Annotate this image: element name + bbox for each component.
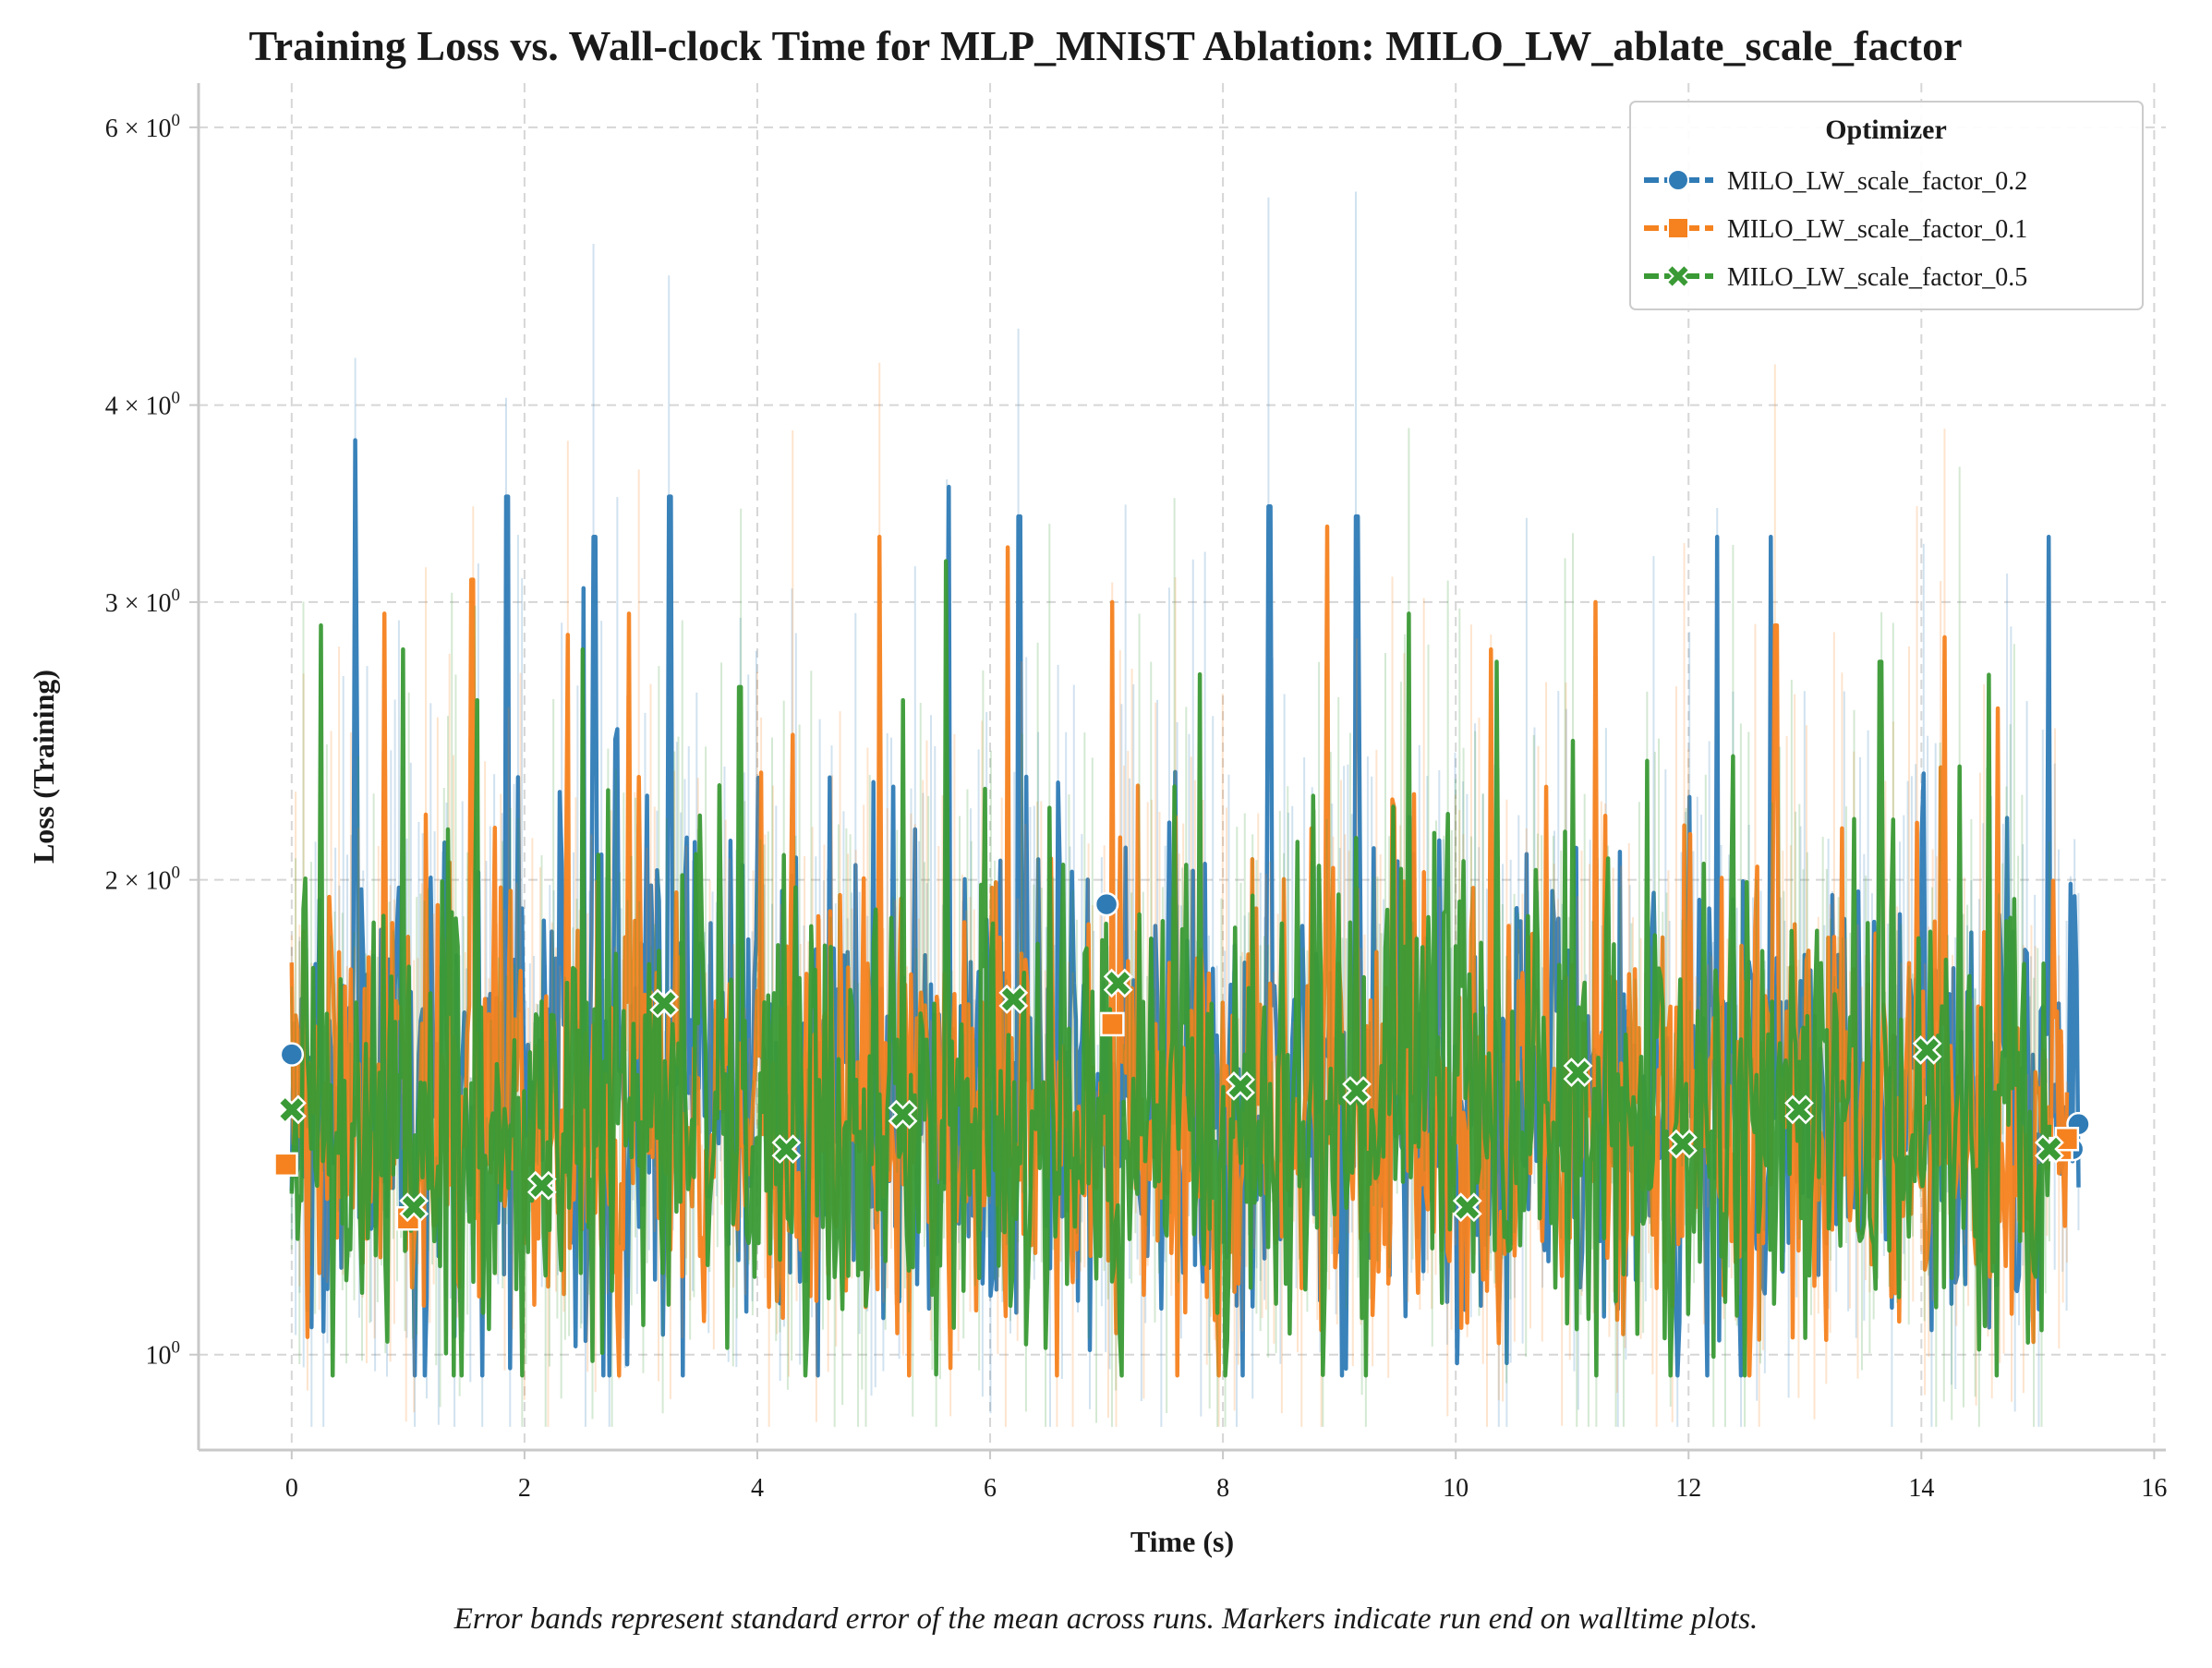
legend-marker-circle — [1667, 169, 1689, 191]
end-marker-x — [998, 985, 1029, 1014]
y-tick-label: 6 × 100 — [105, 111, 180, 143]
end-marker-square — [1100, 1011, 1125, 1037]
x-tick-label: 0 — [285, 1474, 298, 1503]
end-marker-x — [1342, 1076, 1372, 1106]
y-ticks: 100 2 × 100 3 × 100 4 × 100 6 × 100 — [105, 111, 199, 1371]
x-tick-label: 12 — [1675, 1474, 1701, 1503]
axes — [197, 83, 2166, 1452]
x-axis-label: Time (s) — [1130, 1525, 1234, 1558]
x-tick-label: 16 — [2141, 1474, 2167, 1503]
end-marker-x — [526, 1170, 557, 1201]
y-tick-label: 100 — [146, 1338, 181, 1371]
end-marker-x — [1912, 1035, 1942, 1065]
chart-title: Training Loss vs. Wall-clock Time for ML… — [249, 22, 1963, 69]
y-axis-label: Loss (Training) — [27, 670, 60, 864]
x-tick-label: 10 — [1443, 1474, 1469, 1503]
end-marker-x — [1103, 968, 1133, 998]
legend: Optimizer MILO_LW_scale_factor_0.2 MILO_L… — [1629, 101, 2144, 310]
x-tick-label: 8 — [1216, 1474, 1229, 1503]
figure-caption: Error bands represent standard error of … — [453, 1602, 1759, 1636]
end-marker-x — [2035, 1134, 2064, 1165]
end-marker-x — [649, 988, 680, 1019]
legend-marker-square — [1667, 217, 1689, 239]
end-marker-x — [1784, 1094, 1814, 1125]
y-tick-label: 2 × 100 — [105, 864, 180, 896]
x-tick-label: 14 — [1908, 1474, 1934, 1503]
end-marker-x — [771, 1134, 802, 1165]
y-tick-label: 3 × 100 — [105, 586, 180, 618]
legend-entry-label: MILO_LW_scale_factor_0.5 — [1727, 263, 2027, 292]
series-2-group — [289, 428, 2052, 1427]
end-marker-x — [1226, 1071, 1255, 1101]
x-ticks: 0 2 4 6 8 10 12 14 16 — [285, 1450, 2167, 1503]
legend-entry-label: MILO_LW_scale_factor_0.1 — [1727, 215, 2027, 244]
x-tick-label: 4 — [751, 1474, 764, 1503]
end-marker-x — [1452, 1192, 1482, 1223]
grid-lines — [199, 83, 2166, 1450]
x-tick-label: 6 — [984, 1474, 997, 1503]
x-tick-label: 2 — [518, 1474, 531, 1503]
end-marker-x — [399, 1192, 429, 1223]
end-marker-x — [1563, 1058, 1593, 1087]
end-marker-x — [1668, 1129, 1698, 1159]
legend-marker-x — [1665, 263, 1691, 289]
legend-entry-label: MILO_LW_scale_factor_0.2 — [1727, 167, 2027, 196]
end-marker-square — [273, 1152, 298, 1178]
end-marker-x — [888, 1099, 918, 1130]
legend-title: Optimizer — [1825, 115, 1947, 145]
legend-box — [1629, 101, 2144, 310]
series-line — [289, 559, 2052, 1378]
end-marker-circle — [279, 1042, 305, 1067]
y-tick-label: 4 × 100 — [105, 389, 180, 421]
end-marker-circle — [1094, 891, 1119, 917]
marker-layer — [273, 891, 2091, 1231]
series-layer — [289, 191, 2081, 1427]
end-marker-x — [276, 1094, 307, 1125]
